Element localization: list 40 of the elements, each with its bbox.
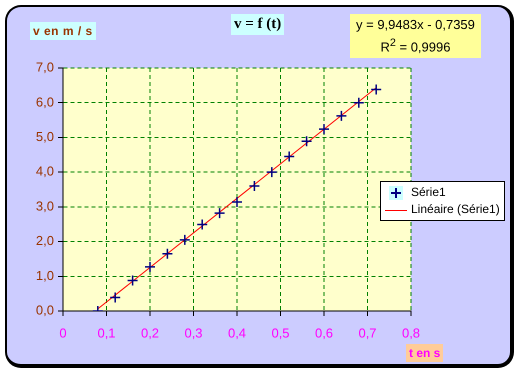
y-tick-label: 6,0 (36, 94, 54, 110)
y-axis-title: v en m / s (30, 22, 96, 40)
point (336, 110, 348, 122)
point (300, 135, 312, 147)
x-tick-label: 0,1 (97, 325, 116, 340)
x-tick-label: 0,3 (184, 325, 203, 340)
chart-title: v = f (t) (231, 14, 284, 35)
text: y = 9,9483x - 0,7359 (356, 17, 475, 32)
y-tick-label: 3,0 (36, 198, 54, 214)
point (248, 180, 260, 192)
point (144, 261, 156, 273)
x-tick-label: 0,2 (140, 325, 160, 340)
point (196, 218, 208, 230)
x-tick-label: 0,6 (314, 325, 334, 340)
x-tick-label: 0,5 (271, 325, 290, 340)
x-tick-label: 0,4 (228, 325, 246, 340)
point (214, 207, 226, 219)
x-tick-label: 0,7 (358, 325, 377, 340)
point (370, 84, 382, 96)
y-tick-label: 0,0 (36, 302, 54, 318)
x-axis-title: t en s (406, 344, 444, 362)
y-tick-label: 1,0 (36, 268, 54, 283)
y-tick-label: 7,0 (36, 60, 54, 75)
text: R$^{2}$ = 0,9996 (380, 37, 450, 54)
point (283, 150, 295, 162)
y-tick-label: 5,0 (36, 129, 54, 144)
y-tick-label: 4,0 (36, 164, 54, 179)
x-tick-label: 0 (59, 325, 67, 340)
point (318, 123, 330, 135)
point (231, 196, 243, 208)
point (126, 274, 138, 286)
x-tick-label: 0,8 (402, 325, 420, 340)
point (353, 96, 365, 108)
legend-label: Série1 (411, 185, 446, 199)
point (266, 166, 278, 178)
y-tick-label: 2,0 (36, 233, 54, 248)
point (162, 248, 174, 260)
point (109, 292, 121, 304)
point (179, 234, 191, 246)
legend-label: Linéaire (Série1) (411, 202, 500, 216)
